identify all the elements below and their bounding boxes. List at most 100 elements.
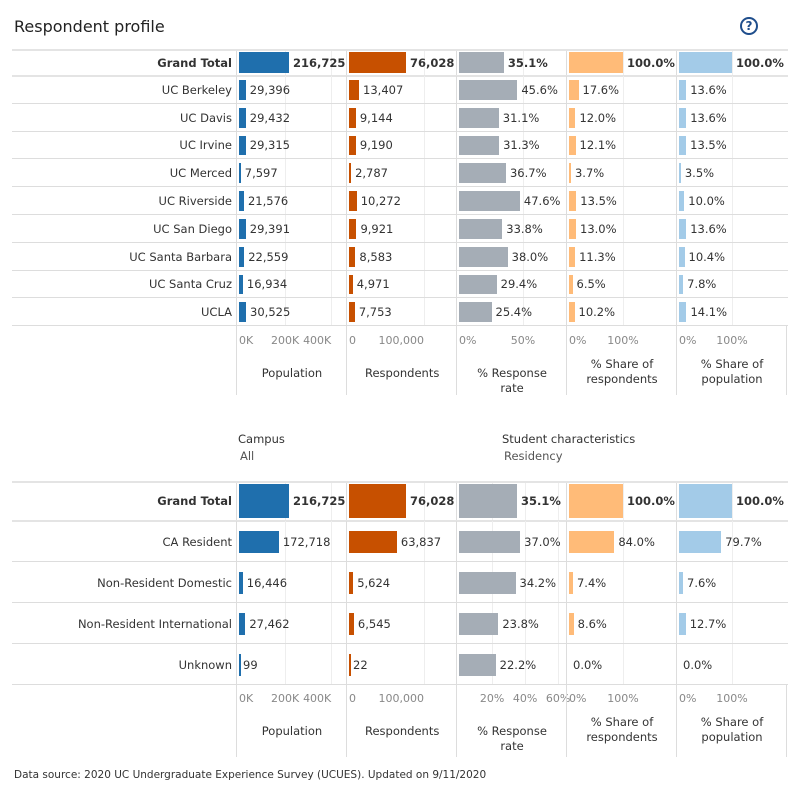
population-bar[interactable] [239,246,245,267]
population-bar[interactable] [239,107,246,128]
share-resp-bar[interactable] [569,107,576,128]
respondents-bar[interactable] [349,163,352,184]
row-label: UC Irvine [179,138,232,153]
share-pop-bar[interactable] [679,52,732,73]
share-pop-bar[interactable] [679,274,684,295]
rate-bar[interactable] [459,484,517,518]
population-bar[interactable] [239,571,243,594]
share-resp-bar[interactable] [569,246,576,267]
population-bar[interactable] [239,612,246,635]
rate-bar[interactable] [459,191,520,211]
share-pop-bar[interactable] [679,107,687,128]
respondents-bar[interactable] [349,52,407,73]
population-bar[interactable] [239,653,241,676]
share-resp-bar[interactable] [569,302,575,323]
gridline [331,521,333,562]
characteristics-filter[interactable]: Student characteristics Residency [502,432,635,463]
axis-tick-label: 0K [239,692,254,705]
share-resp-value: 0.0% [573,657,603,672]
share-pop-bar[interactable] [679,302,687,323]
share-pop-bar[interactable] [679,135,687,156]
rate-bar[interactable] [459,107,499,128]
population-bar[interactable] [239,80,246,100]
share-pop-cell: 100.0% [676,481,786,521]
population-bar[interactable] [239,135,246,156]
axis-title: Population [261,724,323,738]
rate-value: 34.2% [519,575,557,590]
share-resp-bar[interactable] [569,219,577,239]
share-resp-bar[interactable] [569,571,573,594]
respondents-bar[interactable] [349,80,360,100]
respondents-bar[interactable] [349,191,357,211]
gridline [732,215,733,243]
respondents-value: 9,144 [359,110,393,125]
share-pop-bar[interactable] [679,530,722,553]
respondents-value: 76,028 [410,55,455,70]
respondents-bar[interactable] [349,484,407,518]
question-circle-icon[interactable]: ? [740,17,758,35]
share-resp-bar[interactable] [569,612,574,635]
respondents-bar[interactable] [349,302,355,323]
share-pop-bar[interactable] [679,163,681,184]
population-bar[interactable] [239,191,244,211]
share-resp-bar[interactable] [569,274,573,295]
respondents-bar[interactable] [349,653,351,676]
respondents-bar[interactable] [349,571,354,594]
share-resp-bar[interactable] [569,163,571,184]
rate-bar[interactable] [459,612,499,635]
population-bar[interactable] [239,219,246,239]
share-resp-bar[interactable] [569,530,615,553]
campus-filter[interactable]: Campus All [238,432,285,463]
share-resp-cell: 6.5% [566,270,676,299]
gridline [558,481,560,521]
axis-tick-label: 100% [716,692,748,705]
respondents-bar[interactable] [349,219,357,239]
respondents-bar[interactable] [349,246,356,267]
share-pop-bar[interactable] [679,571,684,594]
share-pop-bar[interactable] [679,246,685,267]
gridline [623,521,624,562]
population-bar[interactable] [239,530,279,553]
population-bar[interactable] [239,274,243,295]
population-bar[interactable] [239,52,289,73]
rate-cell: 36.7% [456,159,566,188]
population-cell: 16,934 [236,270,346,299]
respondents-value: 7,753 [358,305,392,320]
population-bar[interactable] [239,302,247,323]
respondents-bar[interactable] [349,274,353,295]
row-label: Grand Total [157,494,232,508]
share-resp-bar[interactable] [569,80,579,100]
respondents-bar[interactable] [349,530,397,553]
rate-bar[interactable] [459,52,504,73]
rate-bar[interactable] [459,274,497,295]
rate-bar[interactable] [459,653,496,676]
share-resp-bar[interactable] [569,52,623,73]
share-pop-bar[interactable] [679,80,687,100]
share-pop-cell: 7.6% [676,562,786,603]
population-bar[interactable] [239,163,241,184]
share-pop-bar[interactable] [679,484,732,518]
characteristics-filter-value[interactable]: Residency [504,449,563,463]
rate-bar[interactable] [459,571,516,594]
rate-bar[interactable] [459,135,500,156]
rate-bar[interactable] [459,163,506,184]
respondents-bar[interactable] [349,107,356,128]
rate-bar[interactable] [459,246,508,267]
respondents-bar[interactable] [349,135,356,156]
respondents-bar[interactable] [349,612,354,635]
rate-bar[interactable] [459,219,503,239]
rate-bar[interactable] [459,530,521,553]
population-bar[interactable] [239,484,289,518]
share-pop-bar[interactable] [679,612,686,635]
share-resp-bar[interactable] [569,191,577,211]
share-pop-cell: 10.0% [676,187,786,215]
rate-bar[interactable] [459,302,492,323]
share-resp-value: 11.3% [579,249,616,264]
campus-filter-value[interactable]: All [240,449,255,463]
rate-bar[interactable] [459,80,518,100]
share-resp-bar[interactable] [569,135,576,156]
share-resp-bar[interactable] [569,484,623,518]
share-pop-bar[interactable] [679,219,687,239]
share-pop-bar[interactable] [679,191,685,211]
gridline [285,521,287,562]
